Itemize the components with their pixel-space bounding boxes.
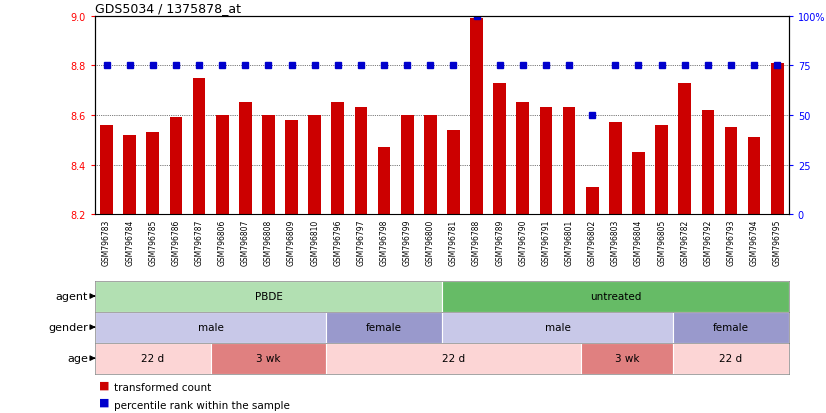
Text: gender: gender xyxy=(48,322,88,332)
Text: 3 wk: 3 wk xyxy=(256,353,281,363)
Text: 22 d: 22 d xyxy=(141,353,164,363)
Text: male: male xyxy=(197,322,224,332)
Bar xyxy=(442,312,673,343)
Text: PBDE: PBDE xyxy=(254,291,282,301)
Text: female: female xyxy=(366,322,402,332)
Text: transformed count: transformed count xyxy=(114,382,211,392)
Bar xyxy=(609,123,622,215)
Bar xyxy=(771,64,784,215)
Text: agent: agent xyxy=(55,291,88,301)
Bar xyxy=(655,126,668,215)
Bar xyxy=(581,343,673,374)
Bar xyxy=(748,138,761,215)
Bar xyxy=(563,108,576,215)
Bar xyxy=(308,116,321,215)
Bar xyxy=(211,343,326,374)
Text: 22 d: 22 d xyxy=(442,353,465,363)
Text: age: age xyxy=(67,353,88,363)
Bar xyxy=(401,116,414,215)
Text: GDS5034 / 1375878_at: GDS5034 / 1375878_at xyxy=(95,2,241,15)
Bar xyxy=(701,111,714,215)
Bar xyxy=(95,281,442,312)
Bar xyxy=(146,133,159,215)
Bar xyxy=(447,131,460,215)
Bar xyxy=(100,126,113,215)
Bar xyxy=(95,343,211,374)
Bar xyxy=(377,148,391,215)
Bar xyxy=(673,343,789,374)
Bar xyxy=(169,118,183,215)
Bar xyxy=(424,116,437,215)
Bar xyxy=(516,103,529,215)
Bar xyxy=(673,312,789,343)
Text: ■: ■ xyxy=(99,380,113,389)
Bar xyxy=(239,103,252,215)
Text: untreated: untreated xyxy=(590,291,641,301)
Bar xyxy=(192,78,206,215)
Text: ■: ■ xyxy=(99,397,113,407)
Text: male: male xyxy=(544,322,571,332)
Text: 3 wk: 3 wk xyxy=(615,353,639,363)
Bar xyxy=(262,116,275,215)
Bar xyxy=(678,83,691,215)
Bar xyxy=(586,188,599,215)
Bar xyxy=(539,108,553,215)
Bar xyxy=(632,153,645,215)
Bar xyxy=(331,103,344,215)
Bar xyxy=(95,312,326,343)
Bar xyxy=(724,128,738,215)
Text: 22 d: 22 d xyxy=(719,353,743,363)
Bar xyxy=(493,83,506,215)
Text: female: female xyxy=(713,322,749,332)
Bar xyxy=(354,108,368,215)
Text: percentile rank within the sample: percentile rank within the sample xyxy=(114,400,290,410)
Bar xyxy=(326,312,442,343)
Bar xyxy=(123,135,136,215)
Bar xyxy=(442,281,789,312)
Bar xyxy=(470,19,483,215)
Bar xyxy=(216,116,229,215)
Bar xyxy=(326,343,581,374)
Bar xyxy=(285,121,298,215)
